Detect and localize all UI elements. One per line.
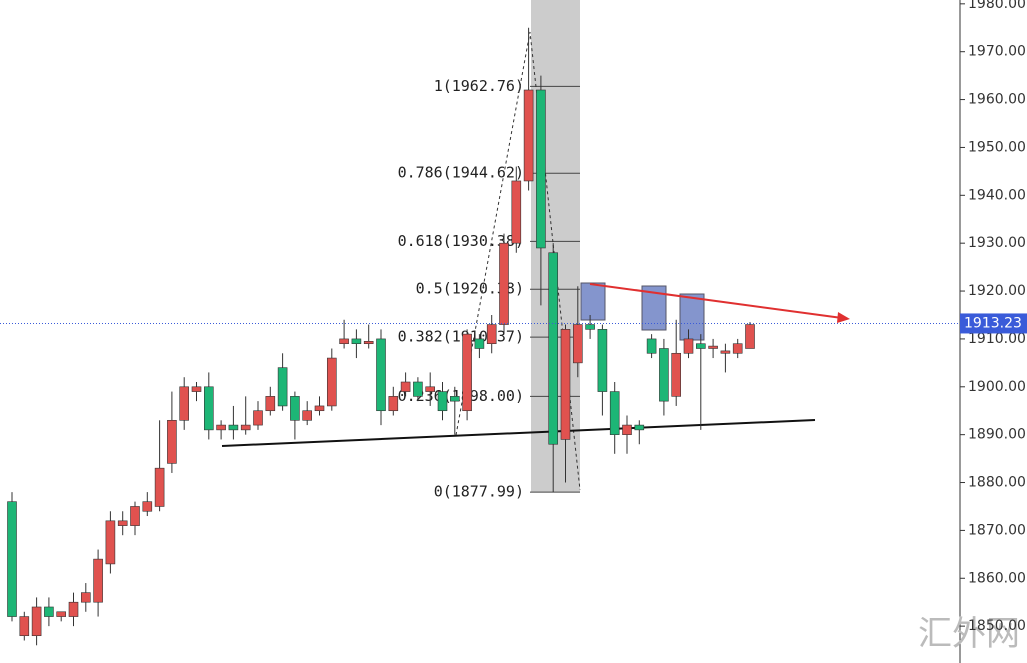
candle-body xyxy=(191,386,202,392)
y-tick-label: 1970.00 xyxy=(968,44,1026,60)
resistance-box xyxy=(679,293,705,341)
y-tick-label: 1910.00 xyxy=(968,331,1026,347)
candle-body xyxy=(732,343,743,354)
candle-body xyxy=(142,501,153,512)
fib-label: 1(1962.76) xyxy=(434,77,524,95)
candle-body xyxy=(462,333,472,412)
y-tick-label: 1930.00 xyxy=(968,235,1026,251)
candle-body xyxy=(720,350,731,354)
candle-body xyxy=(56,611,67,617)
y-tick-label: 1940.00 xyxy=(968,187,1026,203)
candle-body xyxy=(572,324,583,364)
candle-body xyxy=(228,424,239,431)
current-price-label: 1913.23 xyxy=(964,315,1022,331)
candle-body xyxy=(425,386,436,392)
candle-body xyxy=(105,520,116,565)
candle-body xyxy=(44,606,54,617)
candle-body xyxy=(597,329,608,392)
candle-body xyxy=(351,338,362,345)
candle-body xyxy=(240,424,251,431)
resistance-box xyxy=(580,282,606,321)
candle-body xyxy=(622,424,632,435)
candle-body xyxy=(19,616,30,637)
candle-body xyxy=(683,338,694,354)
candle-body xyxy=(376,338,386,412)
candle-body xyxy=(302,410,313,421)
y-tick-label: 1920.00 xyxy=(968,283,1026,299)
candle-body xyxy=(745,324,755,349)
candle-body xyxy=(523,89,534,182)
y-tick-label: 1860.00 xyxy=(968,570,1026,586)
candle-body xyxy=(216,424,226,431)
candle-body xyxy=(265,396,276,412)
fib-label: 0.786(1944.62) xyxy=(398,164,524,182)
candle-body xyxy=(560,329,571,440)
candle-body xyxy=(474,338,485,349)
candle-body xyxy=(671,352,682,397)
current-price-box xyxy=(960,313,1027,334)
trend-arrow-head xyxy=(837,312,850,323)
candle-body xyxy=(31,606,42,637)
candle-body xyxy=(204,386,214,431)
candle-body xyxy=(585,324,595,330)
candle-body xyxy=(339,338,349,345)
candle-body xyxy=(253,410,263,426)
fib-label: 0(1877.99) xyxy=(434,483,524,501)
candle-body xyxy=(68,601,79,617)
candle-body xyxy=(609,391,620,435)
candle-body xyxy=(290,396,300,421)
candle-body xyxy=(708,345,718,349)
y-tick-label: 1980.00 xyxy=(968,0,1026,12)
candle-body xyxy=(7,501,17,617)
candle-body xyxy=(486,324,497,345)
candle-body xyxy=(695,343,706,349)
fib-label: 0.618(1930.38) xyxy=(398,232,524,250)
candle-body xyxy=(413,381,423,397)
y-tick-label: 1870.00 xyxy=(968,522,1026,538)
candle-body xyxy=(511,180,522,244)
trend-arrow xyxy=(589,283,843,319)
candle-body xyxy=(130,506,140,526)
candle-body xyxy=(646,338,657,354)
y-tick-label: 1850.00 xyxy=(968,618,1026,634)
candle-body xyxy=(437,391,448,412)
candle-body xyxy=(400,381,411,392)
candle-body xyxy=(117,520,128,526)
y-tick-label: 1960.00 xyxy=(968,92,1026,108)
candle-body xyxy=(314,405,325,412)
candle-body xyxy=(499,242,509,325)
fib-label: 0.382(1910.37) xyxy=(398,328,524,346)
candle-body xyxy=(81,592,91,603)
support-line xyxy=(221,419,816,447)
candle-body xyxy=(536,89,546,249)
candle-body xyxy=(363,341,374,345)
candle-body xyxy=(548,252,559,445)
candle-body xyxy=(659,348,669,402)
candle-body xyxy=(154,467,165,507)
watermark: 汇外网 xyxy=(918,614,1020,654)
y-tick-label: 1950.00 xyxy=(968,139,1026,155)
y-tick-label: 1900.00 xyxy=(968,379,1026,395)
fib-label: 0.5(1920.38) xyxy=(416,280,524,298)
y-tick-label: 1880.00 xyxy=(968,475,1026,491)
candle-body xyxy=(634,424,645,431)
candle-body xyxy=(449,396,460,402)
candle-body xyxy=(167,419,177,464)
y-tick-label: 1890.00 xyxy=(968,427,1026,443)
candle-body xyxy=(326,357,337,407)
candle-body xyxy=(388,396,399,412)
candle-body xyxy=(93,558,103,603)
candle-body xyxy=(179,386,189,421)
candle-body xyxy=(277,367,288,407)
